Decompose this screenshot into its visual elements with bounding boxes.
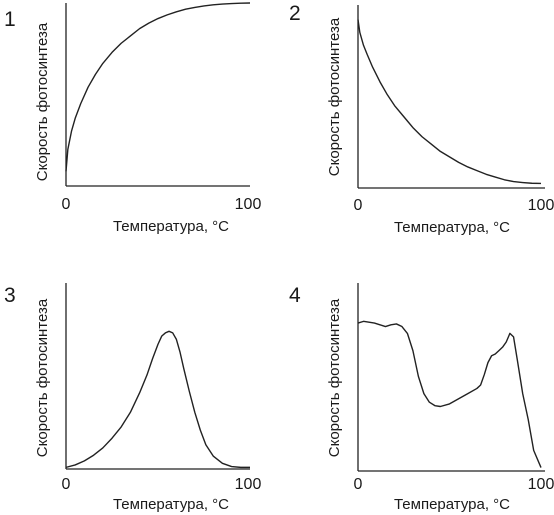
x-tick-label-2-min: 0 (354, 197, 363, 214)
panel-number-3: 3 (4, 284, 16, 307)
x-axis-label-4: Температура, °С (394, 496, 510, 513)
curve-2 (357, 19, 542, 185)
curve-1 (65, 2, 251, 172)
x-tick-label-1-max: 100 (235, 196, 262, 213)
x-tick-label-1-min: 0 (62, 196, 71, 213)
x-tick-label-3-min: 0 (62, 476, 71, 493)
y-axis-label-1: Скорость фотосинтеза (34, 22, 51, 181)
chart-panel-3: 3 Скорость фотосинтеза 0 100 Температура… (4, 283, 261, 513)
chart-panel-1: 1 Скорость фотосинтеза 0 100 Температура… (4, 2, 262, 235)
x-tick-label-4-max: 100 (528, 476, 554, 493)
chart-panel-2: 2 Скорость фотосинтеза 0 100 Температура… (289, 2, 554, 236)
y-axis-label-4: Скорость фотосинтеза (326, 298, 343, 457)
curve-3 (65, 330, 250, 469)
x-tick-label-4-min: 0 (354, 476, 363, 493)
curve-4 (357, 320, 542, 468)
x-axis-label-2: Температура, °С (394, 219, 510, 236)
x-axis-label-1: Температура, °С (113, 218, 229, 235)
panel-number-2: 2 (289, 2, 301, 25)
x-tick-label-2-max: 100 (528, 197, 554, 214)
y-axis-label-2: Скорость фотосинтеза (326, 17, 343, 176)
y-axis-label-3: Скорость фотосинтеза (34, 298, 51, 457)
x-axis-label-3: Температура, °С (113, 496, 229, 513)
x-tick-label-3-max: 100 (235, 476, 262, 493)
chart-panel-4: 4 Скорость фотосинтеза 0 100 Температура… (289, 283, 554, 513)
panel-number-4: 4 (289, 284, 301, 307)
panel-number-1: 1 (4, 8, 16, 31)
